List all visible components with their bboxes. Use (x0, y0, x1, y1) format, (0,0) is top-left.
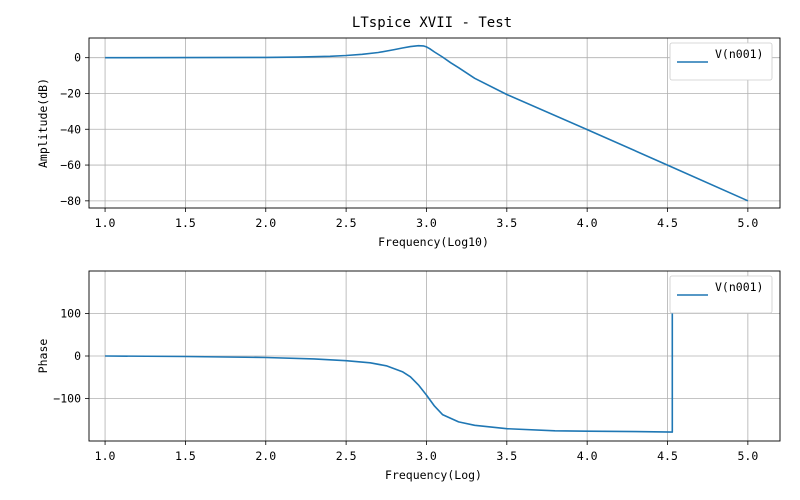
amplitude-y-axis-label: Amplitude(dB) (36, 78, 50, 168)
phase-x-tick-label: 2.0 (255, 449, 276, 463)
phase-legend-box (669, 275, 773, 314)
amplitude-y-tick-label: 0 (74, 51, 81, 65)
phase-x-tick-label: 5.0 (737, 449, 758, 463)
amplitude-y-ticks: 0 −20 −40 −60 −80 (60, 51, 89, 208)
amplitude-series-line (105, 44, 749, 202)
amplitude-x-tick-label: 4.5 (657, 216, 678, 230)
amplitude-grid (89, 38, 780, 208)
amplitude-legend: V(n001) (669, 42, 773, 81)
phase-y-tick-label: −100 (53, 392, 81, 406)
phase-x-tick-label: 1.0 (95, 449, 116, 463)
phase-x-tick-label: 4.0 (577, 449, 598, 463)
amplitude-y-tick-label: −40 (60, 122, 81, 136)
phase-chart: 1.0 1.5 2.0 2.5 3.0 3.5 4.0 4.5 5.0 100 0 −100 Fre… (36, 270, 781, 482)
phase-series-line (105, 279, 674, 433)
phase-x-tick-label: 4.5 (657, 449, 678, 463)
amplitude-x-tick-label: 1.0 (95, 216, 116, 230)
phase-x-tick-label: 3.5 (496, 449, 517, 463)
phase-y-ticks: 100 0 −100 (53, 307, 89, 406)
amplitude-x-ticks: 1.0 1.5 2.0 2.5 3.0 3.5 4.0 4.5 5.0 (95, 208, 758, 230)
phase-y-axis-label: Phase (36, 339, 50, 374)
figure-title: LTspice XVII - Test (352, 15, 512, 31)
amplitude-x-tick-label: 4.0 (577, 216, 598, 230)
phase-x-tick-label: 3.0 (416, 449, 437, 463)
amplitude-x-tick-label: 1.5 (175, 216, 196, 230)
phase-legend-label: V(n001) (715, 280, 763, 294)
phase-x-tick-label: 2.5 (336, 449, 357, 463)
phase-x-tick-label: 1.5 (175, 449, 196, 463)
amplitude-legend-box (669, 42, 773, 81)
amplitude-chart: 1.0 1.5 2.0 2.5 3.0 3.5 4.0 4.5 5.0 0 −20 −40 −60 −8… (36, 37, 781, 249)
phase-legend: V(n001) (669, 275, 773, 314)
phase-y-tick-label: 100 (60, 307, 81, 321)
amplitude-x-tick-label: 5.0 (737, 216, 758, 230)
amplitude-y-tick-label: −80 (60, 194, 81, 208)
phase-x-axis-label: Frequency(Log) (385, 468, 482, 482)
phase-y-tick-label: 0 (74, 349, 81, 363)
amplitude-y-tick-label: −60 (60, 158, 81, 172)
amplitude-x-tick-label: 3.0 (416, 216, 437, 230)
phase-x-ticks: 1.0 1.5 2.0 2.5 3.0 3.5 4.0 4.5 5.0 (95, 441, 758, 463)
amplitude-x-axis-label: Frequency(Log10) (378, 235, 489, 249)
amplitude-plot-frame (88, 37, 781, 209)
amplitude-x-tick-label: 3.5 (496, 216, 517, 230)
amplitude-y-tick-label: −20 (60, 86, 81, 100)
amplitude-x-tick-label: 2.5 (336, 216, 357, 230)
amplitude-legend-label: V(n001) (715, 47, 763, 61)
amplitude-x-tick-label: 2.0 (255, 216, 276, 230)
